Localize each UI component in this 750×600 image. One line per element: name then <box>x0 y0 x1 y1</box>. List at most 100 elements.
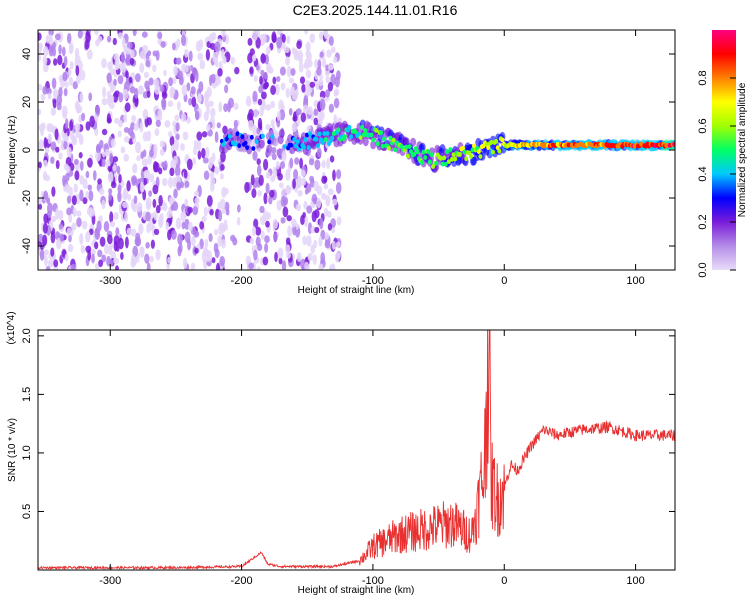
spectrogram-noise-cell <box>270 85 277 96</box>
spectrogram-noise-cell <box>272 76 277 85</box>
spectrogram-noise-cell <box>163 69 167 77</box>
colorbar-tick-label: 0.6 <box>697 118 709 133</box>
spectrogram-noise-cell <box>255 37 261 49</box>
spectrogram-noise-cell <box>332 169 336 182</box>
spectrogram-noise-cell <box>173 188 178 199</box>
spectrogram-noise-cell <box>56 237 62 250</box>
spectrogram-signal-cell <box>467 150 472 156</box>
spectrogram-noise-cell <box>184 180 190 188</box>
spectrogram-noise-cell <box>195 110 200 121</box>
spectrogram-noise-cell <box>274 251 278 263</box>
spectrogram-noise-cell <box>259 75 263 86</box>
spectrogram-noise-cell <box>303 201 308 210</box>
spectrogram-signal-cell <box>446 159 451 165</box>
spectrogram-noise-cell <box>153 228 160 236</box>
spectrogram-noise-cell <box>257 117 263 130</box>
spectrogram-noise-cell <box>152 198 157 208</box>
spectrogram-noise-cell <box>251 226 257 237</box>
spectrogram-noise-cell <box>221 207 227 215</box>
spectrogram-noise-cell <box>323 176 328 183</box>
spectrogram-noise-cell <box>51 186 56 197</box>
spectrogram-noise-cell <box>306 51 312 63</box>
spectrogram-noise-cell <box>172 155 178 166</box>
spectrogram-noise-cell <box>214 41 221 53</box>
spectrogram-noise-cell <box>201 147 206 159</box>
spectrogram-noise-cell <box>304 30 308 35</box>
spectrogram-noise-cell <box>90 248 96 256</box>
spectrogram-signal-cell <box>249 134 254 140</box>
spectrogram-noise-cell <box>267 212 272 220</box>
spectrogram-signal-cell <box>240 134 245 140</box>
spectrogram-noise-cell <box>264 235 270 244</box>
spectrogram-noise-cell <box>62 175 66 187</box>
spectrogram-noise-cell <box>298 62 304 73</box>
spectrogram-noise-cell <box>288 77 295 84</box>
spectrogram-noise-cell <box>319 98 326 111</box>
spectrogram-noise-cell <box>136 155 141 162</box>
spectrogram-signal-cell <box>325 131 330 136</box>
spectrogram-noise-cell <box>202 157 209 164</box>
spectrogram-noise-cell <box>131 253 135 265</box>
spectrogram-noise-cell <box>47 92 52 100</box>
spectrogram-noise-cell <box>77 30 83 39</box>
spectrogram-noise-cell <box>183 170 188 179</box>
spectrogram-signal-cell <box>407 144 412 150</box>
spectrogram-noise-cell <box>57 54 63 66</box>
spectrogram-noise-cell <box>317 109 322 122</box>
spectrogram-noise-cell <box>309 175 315 182</box>
spectrogram-noise-cell <box>211 257 216 264</box>
spectrogram-noise-cell <box>55 146 60 153</box>
x-tick-label: 0 <box>501 275 507 287</box>
spectrogram-noise-cell <box>114 58 120 71</box>
spectrogram-noise-cell <box>214 166 220 175</box>
spectrogram-noise-cell <box>285 244 291 254</box>
spectrogram-noise-cell <box>319 51 324 58</box>
spectrogram-noise-cell <box>74 54 81 64</box>
spectrogram-noise-cell <box>305 69 312 79</box>
spectrogram-noise-cell <box>152 184 159 195</box>
spectrogram-noise-cell <box>79 174 85 185</box>
spectrogram-noise-cell <box>210 107 216 118</box>
spectrogram-noise-cell <box>166 210 173 219</box>
spectrogram-noise-cell <box>64 253 69 262</box>
spectrogram-noise-cell <box>291 90 298 101</box>
spectrogram-signal-halo <box>362 137 369 147</box>
spectrogram-noise-cell <box>325 76 331 84</box>
spectrogram-noise-cell <box>248 108 254 121</box>
spectrogram-noise-cell <box>42 55 48 66</box>
spectrogram-noise-cell <box>115 265 119 270</box>
spectrogram-noise-cell <box>285 237 291 245</box>
spectrogram-noise-cell <box>273 232 278 242</box>
spectrogram-noise-cell <box>139 50 146 60</box>
spectrogram-noise-cell <box>148 149 154 158</box>
spectrogram-noise-cell <box>251 188 257 199</box>
spectrogram-noise-cell <box>133 195 138 204</box>
spectrogram-noise-cell <box>132 245 139 257</box>
spectrogram-signal-cell <box>330 135 335 141</box>
spectrogram-noise-cell <box>300 169 306 177</box>
spectrogram-noise-cell <box>47 202 53 215</box>
spectrogram-noise-cell <box>313 117 319 126</box>
spectrogram-noise-cell <box>38 233 44 242</box>
spectrogram-noise-cell <box>291 122 298 133</box>
spectrogram-noise-cell <box>130 228 137 237</box>
spectrogram-noise-cell <box>43 159 48 168</box>
spectrogram-noise-cell <box>203 170 210 181</box>
spectrogram-noise-cell <box>149 173 155 183</box>
spectrogram-noise-cell <box>58 223 63 230</box>
spectrogram-noise-cell <box>68 76 73 86</box>
spectrogram-noise-cell <box>175 122 180 132</box>
spectrogram-signal-cell <box>393 147 398 153</box>
spectrogram-noise-cell <box>186 158 193 171</box>
spectrogram-noise-cell <box>180 143 185 152</box>
spectrogram-noise-cell <box>68 234 72 243</box>
spectrogram-signal-cell <box>404 144 409 150</box>
spectrogram-noise-cell <box>259 215 266 226</box>
spectrogram-signal-cell <box>448 147 453 152</box>
x-tick-label: 100 <box>626 575 644 587</box>
spectrogram-noise-cell <box>281 260 287 270</box>
spectrogram-noise-cell <box>193 139 198 148</box>
snr-panel: -300 -200 -100 0 100 0.5 1.0 1.5 2.0 Height of … <box>6 311 676 596</box>
spectrogram-noise-cell <box>197 52 204 61</box>
